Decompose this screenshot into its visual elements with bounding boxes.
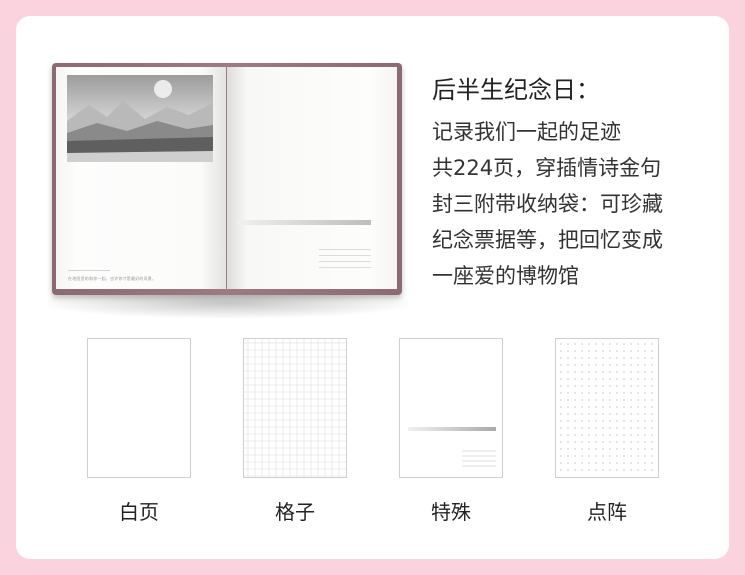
description-line: 一座爱的博物馆 xyxy=(432,264,579,288)
blank-page-sample xyxy=(87,338,191,478)
notebook-photo xyxy=(67,75,213,162)
grid-page-label: 格子 xyxy=(275,500,315,524)
product-card: 在地图里的和你一起，也许你才是最好的风景。 后半生纪念日： 记录我们一起的足迹 … xyxy=(16,16,729,559)
dot-page-label: 点阵 xyxy=(587,500,627,524)
grid-page-sample xyxy=(243,338,347,478)
description-line: 共224页，穿插情诗金句 xyxy=(432,156,662,180)
dot-page-sample xyxy=(555,338,659,478)
special-page-label: 特殊 xyxy=(431,500,471,524)
description-title: 后半生纪念日： xyxy=(432,76,600,104)
writing-line xyxy=(319,249,371,250)
blank-page-label: 白页 xyxy=(119,500,159,524)
open-notebook: 在地图里的和你一起，也许你才是最好的风景。 xyxy=(52,63,402,295)
caption-rule xyxy=(68,270,110,271)
special-page-sample xyxy=(399,338,503,478)
writing-line xyxy=(319,261,371,262)
notebook-left-page: 在地图里的和你一起，也许你才是最好的风景。 xyxy=(56,67,226,289)
photo-caption: 在地图里的和你一起，也许你才是最好的风景。 xyxy=(68,276,157,281)
writing-line xyxy=(319,267,371,268)
description-line: 记录我们一起的足迹 xyxy=(432,120,621,144)
description-line: 纪念票据等，把回忆变成 xyxy=(432,228,663,252)
notebook-right-page xyxy=(227,67,397,289)
special-fill-bar xyxy=(237,220,371,225)
writing-line xyxy=(319,255,371,256)
description-line: 封三附带收纳袋：可珍藏 xyxy=(432,192,663,216)
